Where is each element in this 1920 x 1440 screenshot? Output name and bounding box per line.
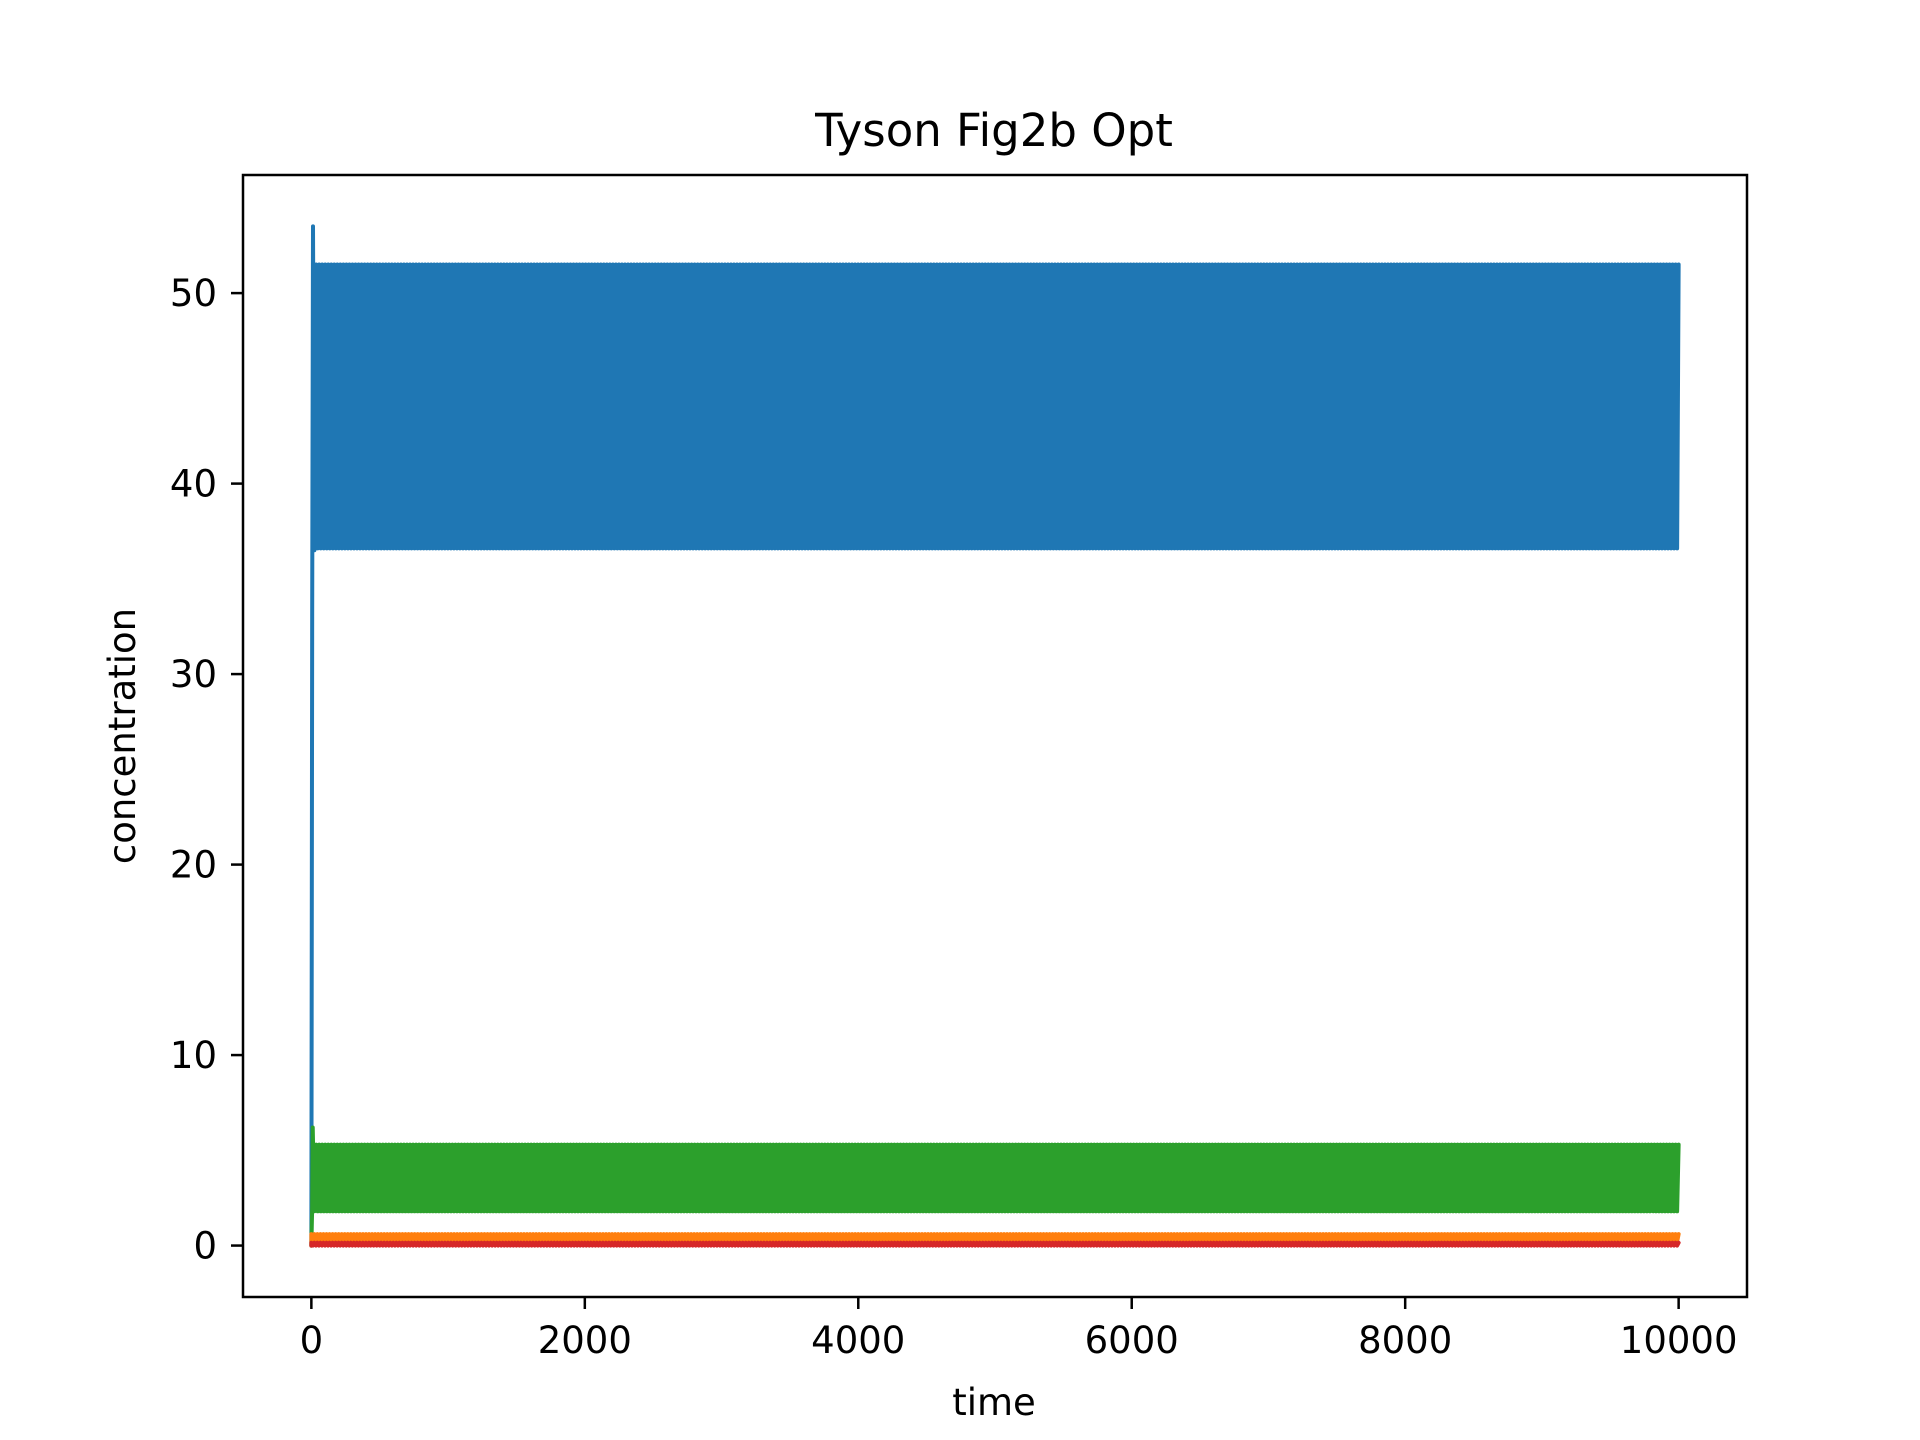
series-line bbox=[309, 1240, 1681, 1248]
series-path bbox=[309, 1240, 1681, 1248]
chart-title: Tyson Fig2b Opt bbox=[814, 104, 1173, 157]
series-line bbox=[309, 1232, 1681, 1248]
x-tick-label: 0 bbox=[300, 1319, 324, 1362]
series-line bbox=[309, 224, 1681, 1248]
y-tick-label: 20 bbox=[170, 844, 217, 887]
y-tick-label: 10 bbox=[170, 1034, 217, 1077]
series-line bbox=[309, 1125, 1681, 1248]
series-layer bbox=[309, 224, 1681, 1248]
x-tick-label: 4000 bbox=[811, 1319, 905, 1362]
plot-area bbox=[309, 224, 1681, 1248]
y-tick-label: 0 bbox=[193, 1225, 217, 1268]
series-path bbox=[309, 1125, 1681, 1248]
x-tick-label: 6000 bbox=[1085, 1319, 1179, 1362]
axes-frame bbox=[241, 173, 1749, 1299]
x-tick-label: 2000 bbox=[538, 1319, 632, 1362]
y-tick-label: 40 bbox=[170, 463, 217, 506]
x-axis-label: time bbox=[952, 1381, 1036, 1424]
y-tick-label: 30 bbox=[170, 653, 217, 696]
series-path bbox=[309, 1232, 1681, 1248]
x-axis: 0 2000 4000 6000 8000 10000 bbox=[300, 1297, 1738, 1362]
series-path bbox=[309, 224, 1681, 1248]
y-tick-label: 50 bbox=[170, 272, 217, 315]
y-axis: 0 10 20 30 40 50 bbox=[170, 272, 243, 1268]
x-tick-label: 10000 bbox=[1620, 1319, 1738, 1362]
x-tick-label: 8000 bbox=[1358, 1319, 1452, 1362]
y-axis-label: concentration bbox=[101, 608, 144, 864]
